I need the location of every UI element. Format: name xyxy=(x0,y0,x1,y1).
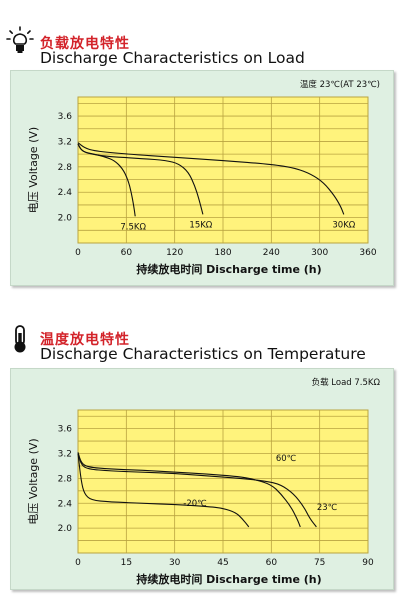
series-label: -20℃ xyxy=(183,499,207,509)
y-axis-label-en: Voltage (V) xyxy=(27,438,40,499)
x-tick-label: 300 xyxy=(311,248,328,258)
x-tick-label: 30 xyxy=(169,558,181,568)
x-tick-label: 60 xyxy=(121,248,133,258)
x-axis-label-en: Discharge time (h) xyxy=(206,263,321,276)
series-line xyxy=(77,143,204,215)
x-tick-label: 60 xyxy=(266,558,278,568)
y-axis-label: 电压 Voltage (V) xyxy=(27,127,40,213)
plot-border xyxy=(77,96,369,244)
x-tick-label: 15 xyxy=(121,558,132,568)
series-label: 15KΩ xyxy=(189,220,212,230)
series-line xyxy=(77,453,250,528)
chart-panel: 负载 Load 7.5KΩ 2.0 2.4 2.8 3.2 3.6 0 15 30 45 60 75 9… xyxy=(10,368,394,590)
series-line xyxy=(77,452,301,528)
x-tick-label: 0 xyxy=(75,248,81,258)
chart-title-cn: 负载放电特性 xyxy=(40,36,130,52)
series-line xyxy=(77,142,345,215)
series-label: 30KΩ xyxy=(332,220,355,230)
series-label: 7.5KΩ xyxy=(120,222,146,232)
y-axis-label-cn: 电压 xyxy=(27,499,40,525)
y-axis-label: 电压 Voltage (V) xyxy=(27,438,40,524)
x-tick-label: 180 xyxy=(214,248,231,258)
chart-title-en: Discharge Characteristics on Temperature xyxy=(40,345,366,363)
thermometer-icon xyxy=(6,324,34,358)
condition-note: 负载 Load 7.5KΩ xyxy=(312,377,381,388)
x-axis-label-en: Discharge time (h) xyxy=(206,573,321,586)
series-label: 23℃ xyxy=(317,503,338,513)
x-tick-label: 0 xyxy=(75,558,81,568)
y-tick-label: 3.2 xyxy=(58,450,72,460)
y-tick-label: 3.2 xyxy=(58,137,72,147)
x-tick-label: 360 xyxy=(359,248,376,258)
x-axis-label-cn: 持续放电时间 xyxy=(136,572,206,586)
y-tick-label: 3.6 xyxy=(58,112,73,122)
chart-title-cn: 温度放电特性 xyxy=(40,332,130,348)
y-tick-label: 2.4 xyxy=(58,499,73,509)
x-tick-label: 45 xyxy=(217,558,228,568)
chart-title-en: Discharge Characteristics on Load xyxy=(40,49,305,67)
y-axis-label-en: Voltage (V) xyxy=(27,127,40,188)
plot-border xyxy=(77,409,369,554)
temperature-chart: 负载 Load 7.5KΩ 2.0 2.4 2.8 3.2 3.6 0 15 30 45 60 75 9… xyxy=(27,377,381,586)
y-tick-label: 2.0 xyxy=(58,214,73,224)
condition-note: 温度 23℃(AT 23℃) xyxy=(300,79,380,90)
load-chart: 温度 23℃(AT 23℃) 2.0 2.4 2.8 3.2 3.6 0 60 120 180 24… xyxy=(27,79,380,276)
series-label: 60℃ xyxy=(276,454,297,464)
x-tick-label: 120 xyxy=(166,248,183,258)
load-section: 负载放电特性 Discharge Characteristics on Load… xyxy=(0,0,400,298)
y-tick-label: 2.0 xyxy=(58,524,73,534)
y-axis-label-cn: 电压 xyxy=(27,188,40,214)
lightbulb-icon xyxy=(6,26,34,58)
temperature-section: 温度放电特性 Discharge Characteristics on Temp… xyxy=(0,298,400,600)
y-tick-label: 3.6 xyxy=(58,425,73,435)
x-tick-label: 240 xyxy=(263,248,280,258)
x-axis-label: 持续放电时间 Discharge time (h) xyxy=(136,262,321,276)
chart-panel: 温度 23℃(AT 23℃) 2.0 2.4 2.8 3.2 3.6 0 60 120 180 24… xyxy=(10,70,394,286)
x-axis-label: 持续放电时间 Discharge time (h) xyxy=(136,572,321,586)
x-axis-label-cn: 持续放电时间 xyxy=(136,262,206,276)
grid xyxy=(77,410,369,553)
y-tick-label: 2.8 xyxy=(58,474,73,484)
x-tick-label: 75 xyxy=(314,558,325,568)
x-tick-label: 90 xyxy=(362,558,374,568)
y-tick-label: 2.8 xyxy=(58,163,73,173)
y-tick-label: 2.4 xyxy=(58,188,73,198)
series-line xyxy=(77,453,317,528)
